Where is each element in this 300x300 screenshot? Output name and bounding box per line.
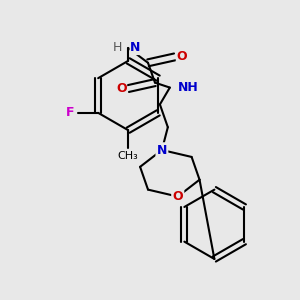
- Text: O: O: [116, 82, 127, 95]
- Text: F: F: [66, 106, 75, 119]
- Text: O: O: [172, 190, 183, 203]
- Text: O: O: [176, 50, 187, 63]
- Text: H: H: [113, 41, 122, 55]
- Text: NH: NH: [178, 81, 199, 94]
- Text: N: N: [157, 143, 167, 157]
- Text: N: N: [130, 41, 141, 55]
- Text: CH₃: CH₃: [118, 151, 139, 161]
